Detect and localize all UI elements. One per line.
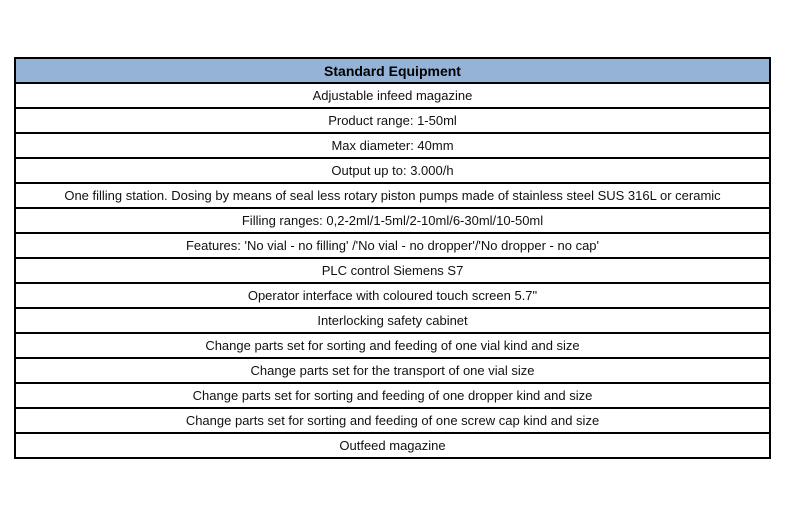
table-cell: Adjustable infeed magazine	[14, 82, 771, 109]
table-cell: Change parts set for the transport of on…	[14, 357, 771, 384]
table-row: Outfeed magazine	[14, 432, 771, 459]
table-row: Output up to: 3.000/h	[14, 157, 771, 184]
table-cell: PLC control Siemens S7	[14, 257, 771, 284]
table-cell: Product range: 1-50ml	[14, 107, 771, 134]
table-cell: Interlocking safety cabinet	[14, 307, 771, 334]
table-cell: Change parts set for sorting and feeding…	[14, 407, 771, 434]
table-row: One filling station. Dosing by means of …	[14, 182, 771, 209]
table-cell: Change parts set for sorting and feeding…	[14, 382, 771, 409]
equipment-table: Standard Equipment Adjustable infeed mag…	[14, 57, 771, 459]
table-cell: Change parts set for sorting and feeding…	[14, 332, 771, 359]
standard-equipment-table: Standard Equipment Adjustable infeed mag…	[14, 57, 771, 459]
table-row: Features: 'No vial - no filling' /'No vi…	[14, 232, 771, 259]
table-row: Change parts set for sorting and feeding…	[14, 407, 771, 434]
table-cell: Outfeed magazine	[14, 432, 771, 459]
table-cell: Operator interface with coloured touch s…	[14, 282, 771, 309]
table-row: Operator interface with coloured touch s…	[14, 282, 771, 309]
table-row: Change parts set for sorting and feeding…	[14, 332, 771, 359]
table-cell: One filling station. Dosing by means of …	[14, 182, 771, 209]
table-header-row: Standard Equipment	[14, 57, 771, 84]
table-row: PLC control Siemens S7	[14, 257, 771, 284]
table-row: Product range: 1-50ml	[14, 107, 771, 134]
table-row: Change parts set for sorting and feeding…	[14, 382, 771, 409]
table-cell: Max diameter: 40mm	[14, 132, 771, 159]
table-cell: Output up to: 3.000/h	[14, 157, 771, 184]
table-row: Max diameter: 40mm	[14, 132, 771, 159]
table-cell: Filling ranges: 0,2-2ml/1-5ml/2-10ml/6-3…	[14, 207, 771, 234]
table-row: Filling ranges: 0,2-2ml/1-5ml/2-10ml/6-3…	[14, 207, 771, 234]
table-title: Standard Equipment	[14, 57, 771, 84]
table-row: Interlocking safety cabinet	[14, 307, 771, 334]
table-cell: Features: 'No vial - no filling' /'No vi…	[14, 232, 771, 259]
table-row: Change parts set for the transport of on…	[14, 357, 771, 384]
table-row: Adjustable infeed magazine	[14, 82, 771, 109]
